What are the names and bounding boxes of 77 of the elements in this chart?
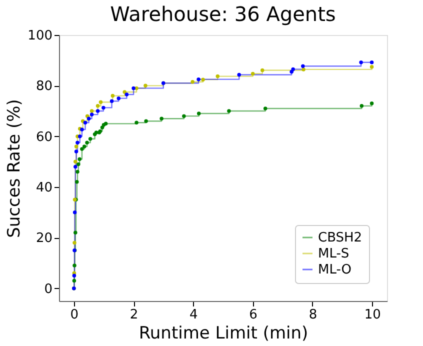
point: [75, 180, 79, 184]
point: [196, 77, 200, 82]
point: [196, 112, 201, 116]
y-tick-label: 0: [44, 282, 52, 297]
point: [134, 120, 138, 125]
x-tick-label: 0: [70, 308, 79, 322]
point: [144, 84, 148, 88]
y-tick-label: 40: [36, 180, 52, 196]
legend-label: ML-S: [318, 246, 350, 262]
y-tick-label: 20: [36, 231, 52, 246]
point: [96, 109, 100, 113]
legend-label: ML-O: [318, 262, 352, 278]
point: [72, 240, 76, 245]
point: [72, 278, 76, 283]
point: [98, 100, 103, 104]
point: [76, 162, 80, 166]
point: [90, 109, 94, 113]
point: [76, 140, 80, 145]
point: [201, 78, 205, 82]
x-tick-label: 2: [130, 308, 138, 322]
point: [122, 90, 126, 94]
point: [72, 264, 76, 268]
point: [182, 114, 186, 118]
point: [78, 157, 82, 161]
point: [74, 150, 78, 154]
point: [102, 106, 106, 110]
point: [370, 65, 374, 69]
point: [74, 164, 78, 169]
point: [74, 144, 78, 148]
point: [359, 60, 363, 64]
legend-label: CBSH2: [318, 230, 362, 246]
point: [263, 106, 268, 110]
y-tick-label: 100: [28, 28, 52, 44]
point: [74, 230, 78, 234]
point: [132, 86, 136, 90]
point: [134, 86, 138, 90]
x-tick-label: 10: [364, 308, 381, 322]
point: [144, 119, 148, 123]
point: [360, 104, 364, 108]
point: [370, 102, 374, 106]
point: [78, 134, 82, 138]
point: [72, 274, 76, 278]
point: [86, 116, 91, 120]
point: [76, 170, 80, 174]
x-axis-title: Runtime Limit (min): [138, 324, 308, 344]
point: [124, 92, 129, 96]
point: [83, 120, 88, 125]
chart-title: Warehouse: 36 Agents: [110, 2, 336, 26]
point: [237, 72, 241, 77]
point: [96, 104, 100, 108]
point: [301, 64, 305, 68]
point: [116, 96, 121, 100]
point: [227, 109, 231, 113]
point: [90, 112, 94, 116]
y-tick-label: 60: [36, 130, 52, 145]
point: [74, 160, 78, 164]
y-axis-title: Succes Rate (%): [4, 99, 25, 238]
point: [216, 74, 220, 78]
point: [370, 60, 374, 64]
point: [88, 137, 92, 141]
point: [190, 80, 194, 84]
point: [80, 147, 84, 151]
point: [85, 140, 89, 145]
point: [302, 68, 306, 72]
point: [160, 116, 164, 120]
point: [110, 94, 115, 98]
point: [291, 67, 295, 72]
point: [110, 99, 114, 103]
x-tick-label: 8: [308, 308, 318, 322]
x-tick-label: 4: [190, 308, 198, 322]
point: [82, 144, 86, 148]
point: [260, 68, 264, 72]
y-tick-label: 80: [36, 79, 52, 94]
point: [100, 126, 104, 130]
point: [72, 210, 77, 214]
point: [250, 72, 255, 76]
x-tick-label: 6: [249, 308, 258, 322]
